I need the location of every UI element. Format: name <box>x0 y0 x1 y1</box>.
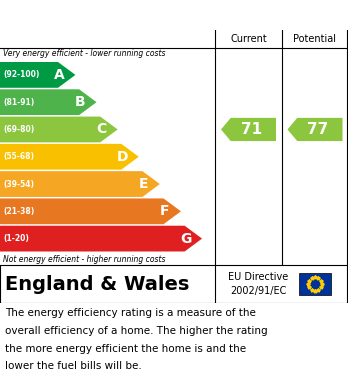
Polygon shape <box>0 117 118 142</box>
Text: Not energy efficient - higher running costs: Not energy efficient - higher running co… <box>3 255 166 264</box>
Bar <box>299 273 331 295</box>
Text: (55-68): (55-68) <box>3 152 34 161</box>
Polygon shape <box>0 198 181 224</box>
Text: the more energy efficient the home is and the: the more energy efficient the home is an… <box>5 344 246 353</box>
Text: (39-54): (39-54) <box>3 179 34 188</box>
Polygon shape <box>221 118 276 141</box>
Text: EU Directive
2002/91/EC: EU Directive 2002/91/EC <box>228 273 288 296</box>
Text: F: F <box>160 204 169 218</box>
Text: 77: 77 <box>307 122 329 137</box>
Text: lower the fuel bills will be.: lower the fuel bills will be. <box>5 361 142 371</box>
Text: (92-100): (92-100) <box>3 70 39 79</box>
Text: (81-91): (81-91) <box>3 98 34 107</box>
Text: (1-20): (1-20) <box>3 234 29 243</box>
Text: Potential: Potential <box>293 34 337 44</box>
Text: D: D <box>117 150 128 164</box>
Text: overall efficiency of a home. The higher the rating: overall efficiency of a home. The higher… <box>5 326 268 336</box>
Text: C: C <box>96 122 106 136</box>
Text: 71: 71 <box>241 122 262 137</box>
Text: The energy efficiency rating is a measure of the: The energy efficiency rating is a measur… <box>5 308 256 318</box>
Text: (69-80): (69-80) <box>3 125 34 134</box>
Text: B: B <box>75 95 86 109</box>
Polygon shape <box>0 89 96 115</box>
Text: Energy Efficiency Rating: Energy Efficiency Rating <box>7 7 217 23</box>
Text: G: G <box>180 231 191 246</box>
Polygon shape <box>0 144 139 170</box>
Polygon shape <box>0 171 160 197</box>
Text: E: E <box>139 177 148 191</box>
Polygon shape <box>287 118 342 141</box>
Text: Very energy efficient - lower running costs: Very energy efficient - lower running co… <box>3 50 166 59</box>
Polygon shape <box>0 62 76 88</box>
Text: (21-38): (21-38) <box>3 207 34 216</box>
Polygon shape <box>0 226 202 251</box>
Text: Current: Current <box>230 34 267 44</box>
Text: England & Wales: England & Wales <box>5 274 189 294</box>
Text: A: A <box>54 68 64 82</box>
